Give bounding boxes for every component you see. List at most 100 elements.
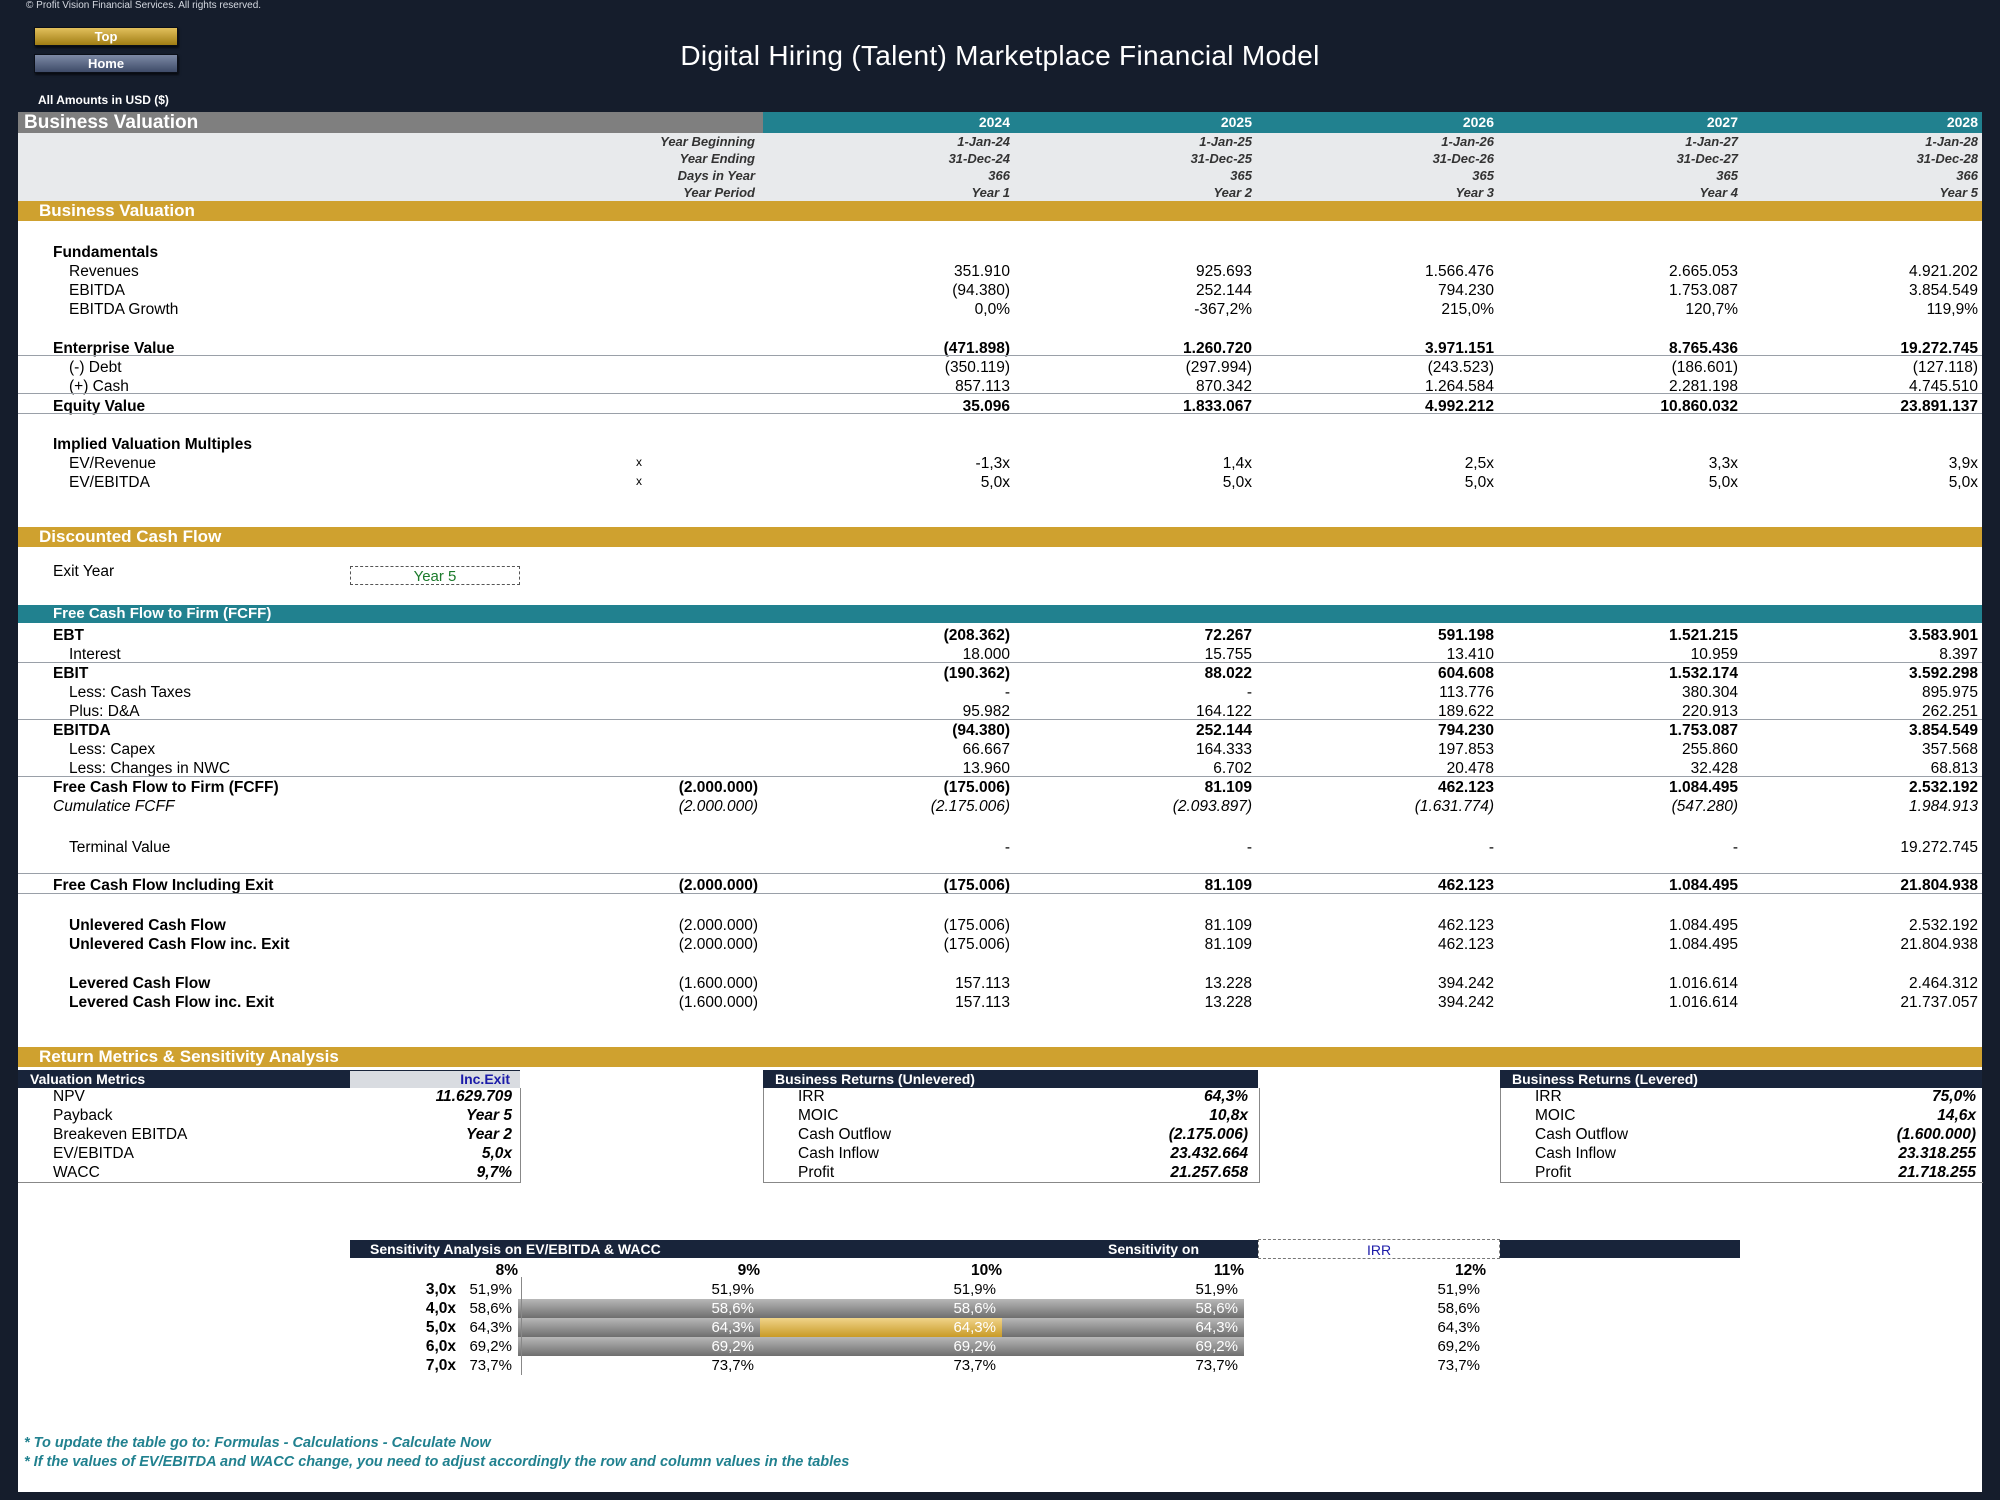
page-title: Digital Hiring (Talent) Marketplace Fina…	[680, 40, 1320, 71]
levered-value: 75,0%	[1932, 1088, 1976, 1105]
cash-flow-0-y5: 2.532.192	[1909, 917, 1978, 934]
valuation-row-2-y1: 0,0%	[974, 301, 1010, 318]
meta-days-y1: 366	[988, 168, 1010, 183]
unlevered-value: 64,3%	[1204, 1088, 1248, 1105]
sheet-canvas	[18, 112, 1982, 1492]
sensitivity-cell: 51,9%	[1195, 1281, 1238, 1298]
valuation-row-0-y1: 351.910	[953, 263, 1010, 280]
year-header-2027: 2027	[1706, 114, 1738, 130]
fcf-exit-y5: 21.804.938	[1900, 877, 1978, 894]
divider	[18, 355, 1982, 356]
equity-value-y1: 35.096	[962, 398, 1010, 415]
enterprise-value-y5: 19.272.745	[1900, 340, 1978, 357]
sensitivity-cell: 69,2%	[469, 1338, 512, 1355]
fcff-row-3-y5: 895.975	[1921, 684, 1978, 701]
section-return-metrics: Return Metrics & Sensitivity Analysis	[18, 1047, 1982, 1067]
fcf-exit-initial: (2.000.000)	[678, 877, 758, 894]
multiple-0-y5: 3,9x	[1948, 455, 1978, 472]
valuation_metrics-label: EV/EBITDA	[53, 1145, 134, 1162]
meta-year_beginning-y4: 1-Jan-27	[1685, 134, 1738, 149]
fcff-row-8-y4: 1.084.495	[1669, 779, 1738, 796]
valuation-row-label: EBITDA	[69, 282, 125, 299]
cash-flow-0-y1: (175.006)	[943, 917, 1010, 934]
multiple-unit: x	[636, 474, 642, 488]
valuation-row-1-y4: 1.753.087	[1669, 282, 1738, 299]
unlevered-label: Cash Inflow	[798, 1145, 879, 1162]
valuation-row-2-y5: 119,9%	[1926, 301, 1978, 318]
sensitivity-cell: 64,3%	[469, 1319, 512, 1336]
fcff-row-label: Less: Changes in NWC	[69, 760, 231, 777]
fcff-row-5-y3: 794.230	[1437, 722, 1494, 739]
valuation-row-0-y2: 925.693	[1195, 263, 1252, 280]
levered-label: Cash Inflow	[1535, 1145, 1616, 1162]
sensitivity-cell: 69,2%	[760, 1337, 1002, 1356]
meta-label-period: Year Period	[683, 185, 755, 200]
sensitivity-cell: 64,3%	[518, 1318, 760, 1337]
enterprise-value-y2: 1.260.720	[1183, 340, 1252, 357]
sensitivity-on-select[interactable]: IRR	[1258, 1239, 1500, 1259]
sensitivity-cell: 69,2%	[1002, 1337, 1244, 1356]
cash-flow-3-y1: 157.113	[955, 994, 1010, 1011]
home-button[interactable]: Home	[34, 54, 178, 73]
cash-flow-label: Unlevered Cash Flow	[69, 917, 226, 934]
terminal-value-y4: -	[1732, 839, 1738, 856]
unlevered-value: 21.257.658	[1170, 1164, 1248, 1181]
fcff-row-7-y5: 68.813	[1930, 760, 1978, 777]
sensitivity-cell: 58,6%	[518, 1299, 760, 1318]
cash-flow-label: Levered Cash Flow	[69, 975, 211, 992]
section-header-business-valuation: Business Valuation	[18, 112, 763, 133]
top-button[interactable]: Top	[34, 27, 178, 46]
fcff-row-7-y4: 32.428	[1690, 760, 1738, 777]
fcff-row-label: EBITDA	[53, 722, 111, 739]
fcff-row-4-y4: 220.913	[1681, 703, 1738, 720]
debt-y4: (186.601)	[1671, 359, 1738, 376]
divider	[18, 873, 1982, 874]
fundamentals-label: Fundamentals	[53, 244, 159, 261]
meta-days-y2: 365	[1230, 168, 1252, 183]
fcff-row-7-y3: 20.478	[1446, 760, 1494, 777]
sensitivity-cell: 51,9%	[711, 1281, 754, 1298]
meta-days-y5: 366	[1956, 168, 1978, 183]
meta-period-y5: Year 5	[1939, 185, 1978, 200]
fcff-row-9-y3: (1.631.774)	[1414, 798, 1494, 815]
meta-period-y2: Year 2	[1213, 185, 1252, 200]
sensitivity-on-label: Sensitivity on	[1108, 1241, 1200, 1257]
sensitivity-cell: 58,6%	[760, 1299, 1002, 1318]
sensitivity-cell: 73,7%	[1437, 1357, 1480, 1374]
valuation-row-1-y3: 794.230	[1437, 282, 1494, 299]
exit-year-input[interactable]: Year 5	[350, 566, 520, 585]
unlevered-label: MOIC	[798, 1107, 839, 1124]
levered-label: Profit	[1535, 1164, 1572, 1181]
valuation_metrics-value: 11.629.709	[435, 1088, 512, 1105]
fcff-row-1-y4: 10.959	[1690, 646, 1738, 663]
sensitivity-col-header: 11%	[1213, 1262, 1244, 1279]
levered-value: 14,6x	[1937, 1107, 1976, 1124]
meta-label-year_beginning: Year Beginning	[660, 134, 755, 149]
unlevered-value: 23.432.664	[1170, 1145, 1248, 1162]
fcff-row-6-y5: 357.568	[1921, 741, 1978, 758]
cash-y2: 870.342	[1195, 378, 1252, 395]
multiple-unit: x	[636, 455, 642, 469]
enterprise-value-label: Enterprise Value	[53, 340, 175, 357]
sensitivity-cell: 64,3%	[760, 1318, 1002, 1337]
meta-year_beginning-y5: 1-Jan-28	[1925, 134, 1978, 149]
sensitivity-cell: 58,6%	[1437, 1300, 1480, 1317]
cash-y4: 2.281.198	[1669, 378, 1738, 395]
meta-year_ending-y1: 31-Dec-24	[948, 151, 1010, 166]
fcff-row-2-y4: 1.532.174	[1669, 665, 1738, 682]
fcff-row-4-y2: 164.122	[1195, 703, 1252, 720]
unlevered-returns-header: Business Returns (Unlevered)	[763, 1070, 1258, 1088]
fcff-row-5-y1: (94.380)	[952, 722, 1010, 739]
cash-flow-2-y3: 394.242	[1437, 975, 1494, 992]
valuation_metrics-label: Breakeven EBITDA	[53, 1126, 188, 1143]
equity-value-y3: 4.992.212	[1425, 398, 1494, 415]
note-adjust-values: * If the values of EV/EBITDA and WACC ch…	[24, 1454, 850, 1470]
cash-flow-label: Unlevered Cash Flow inc. Exit	[69, 936, 290, 953]
valuation-row-1-y5: 3.854.549	[1909, 282, 1978, 299]
multiple-0-y1: -1,3x	[975, 455, 1010, 472]
sensitivity-row-header: 3,0x	[425, 1281, 456, 1298]
multiples-label: Implied Valuation Multiples	[53, 436, 252, 453]
inc-exit-toggle[interactable]: Inc.Exit	[350, 1071, 520, 1088]
fcff-row-9-y4: (547.280)	[1671, 798, 1738, 815]
meta-days-y4: 365	[1716, 168, 1738, 183]
